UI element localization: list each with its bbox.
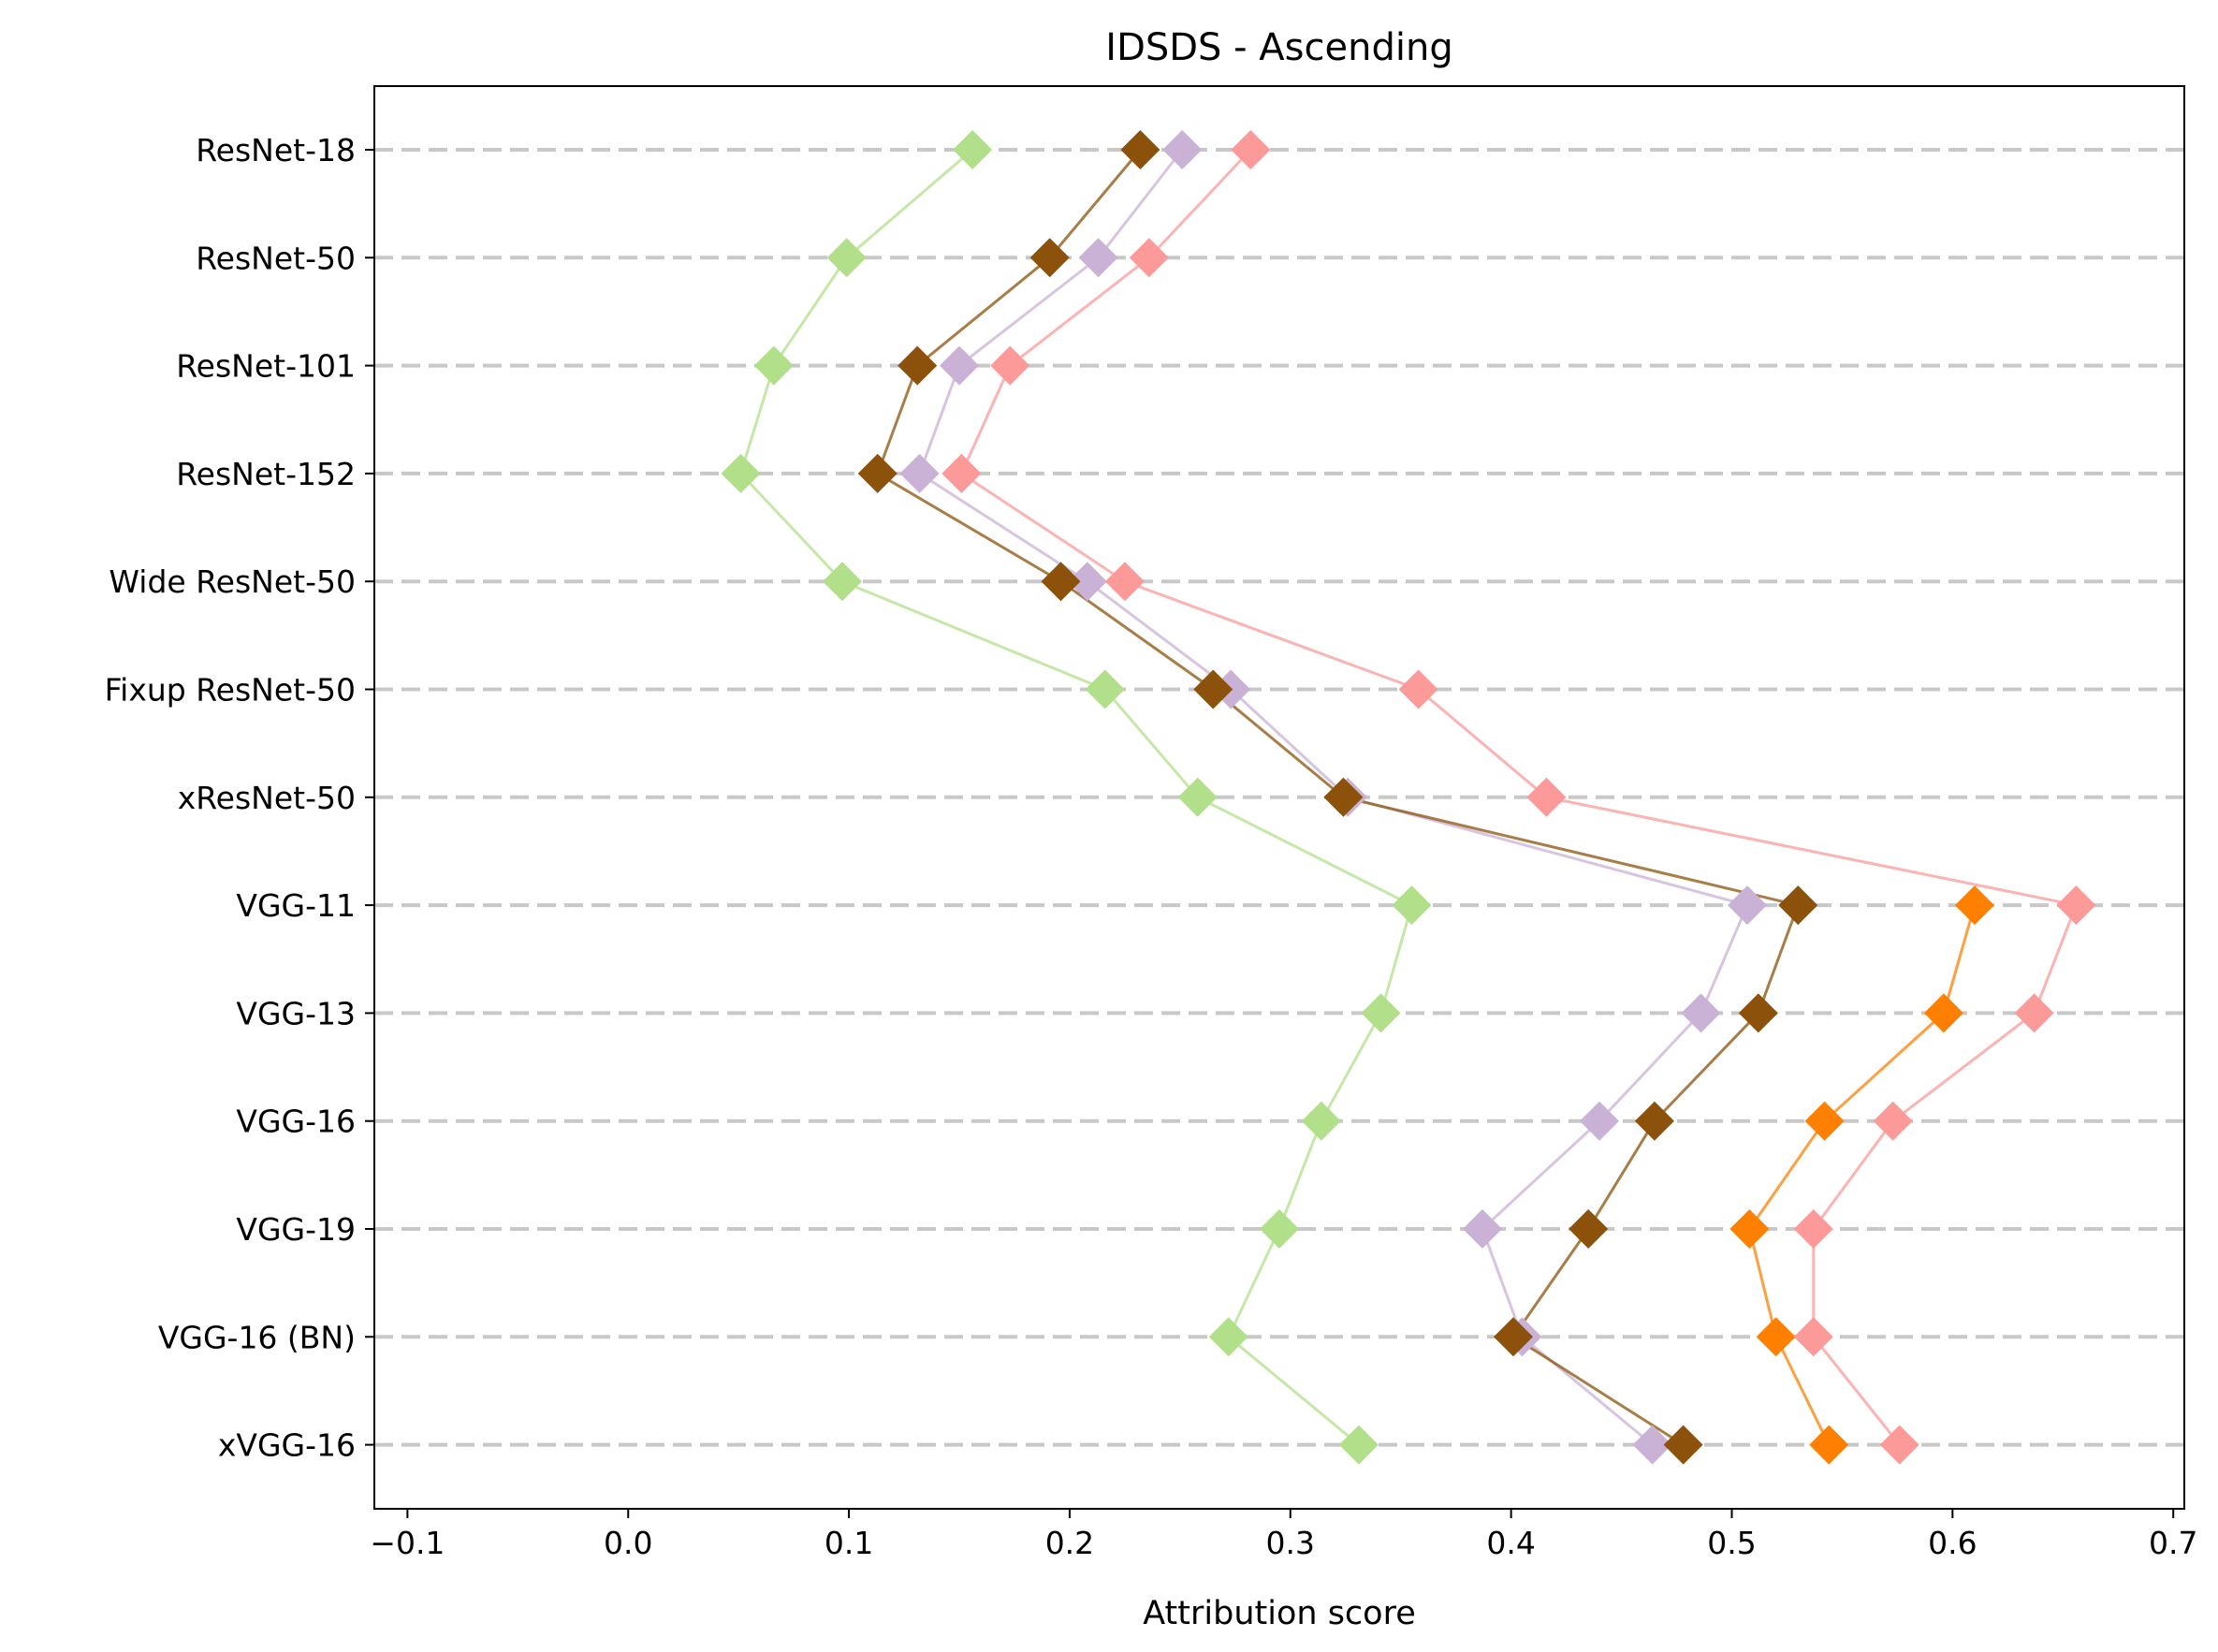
data-point [2014, 993, 2054, 1033]
data-point [1177, 777, 1218, 817]
data-point [1104, 562, 1145, 602]
data-point [1162, 130, 1203, 169]
y-tick-label: VGG-16 (BN) [158, 1319, 356, 1355]
data-point [1208, 1317, 1248, 1357]
data-point [753, 345, 794, 386]
data-point [1462, 1209, 1502, 1249]
data-point [1398, 669, 1438, 709]
data-point [1728, 885, 1768, 926]
data-point [940, 345, 980, 386]
data-point [1793, 1317, 1833, 1357]
x-tick-label: 0.3 [1266, 1525, 1315, 1561]
x-axis-label: Attribution score [1143, 1595, 1416, 1632]
data-point [1579, 1101, 1619, 1141]
data-point [1793, 1209, 1833, 1249]
x-tick-label: 0.4 [1486, 1525, 1535, 1561]
data-point [941, 453, 982, 493]
x-tick-label: 0.6 [1928, 1525, 1977, 1561]
y-tick-label: ResNet-152 [176, 456, 356, 492]
data-point [1634, 1101, 1674, 1141]
data-point [721, 453, 761, 493]
data-point [1954, 885, 1994, 926]
y-tick-label: VGG-13 [236, 995, 356, 1031]
data-point [1738, 993, 1778, 1033]
x-tick-label: 0.2 [1045, 1525, 1094, 1561]
data-point [1804, 1101, 1845, 1141]
data-point [1078, 238, 1118, 278]
y-tick-label: xVGG-16 [218, 1427, 356, 1464]
series-layer [721, 130, 2096, 1465]
data-point [1663, 1425, 1703, 1465]
data-point [1756, 1317, 1796, 1357]
y-tick-label: ResNet-50 [196, 240, 356, 276]
data-point [1361, 993, 1401, 1033]
data-point [1923, 993, 1963, 1033]
data-point [1338, 1425, 1379, 1465]
y-tick-label: ResNet-101 [176, 348, 356, 385]
data-point [1809, 1425, 1849, 1465]
data-point [899, 453, 940, 493]
data-point [1067, 562, 1107, 602]
data-point [897, 345, 938, 386]
x-tick-label: 0.1 [824, 1525, 873, 1561]
y-tick-label: Wide ResNet-50 [109, 563, 356, 600]
data-point [1260, 1209, 1299, 1249]
data-point [990, 345, 1030, 386]
data-point [1632, 1425, 1672, 1465]
data-point [953, 130, 993, 169]
data-point [826, 238, 867, 278]
data-point [857, 453, 897, 493]
x-tick-label: 0.0 [604, 1525, 652, 1561]
y-tick-label: VGG-16 [236, 1104, 356, 1140]
data-point [1193, 669, 1233, 709]
y-tick-label: ResNet-18 [196, 132, 356, 168]
y-tick-label: Fixup ResNet-50 [105, 672, 356, 709]
x-tick-label: 0.7 [2149, 1525, 2197, 1561]
series-line [1747, 904, 1977, 1446]
data-point [1494, 1317, 1534, 1357]
data-point [1778, 885, 1818, 926]
data-point [1729, 1209, 1770, 1249]
data-point [1569, 1209, 1609, 1249]
data-point [1085, 669, 1125, 709]
data-point [2056, 885, 2096, 926]
axes-layer: ResNet-18 ResNet-50 ResNet-101 ResNet-152 Wi… [105, 132, 2198, 1561]
data-point [1681, 993, 1721, 1033]
y-tick-label: VGG-11 [236, 887, 356, 924]
y-tick-label: VGG-19 [236, 1211, 356, 1248]
data-point [823, 562, 863, 602]
data-point [1879, 1425, 1919, 1465]
data-point [1231, 130, 1271, 169]
data-point [1129, 238, 1169, 278]
data-point [1526, 777, 1567, 817]
data-point [1301, 1101, 1341, 1141]
x-tick-label: −0.1 [370, 1525, 445, 1561]
data-point [1041, 562, 1081, 602]
data-point [1029, 238, 1070, 278]
data-point [1120, 130, 1160, 169]
chart-title: IDSDS - Ascending [1105, 26, 1452, 69]
x-tick-label: 0.5 [1707, 1525, 1756, 1561]
y-tick-label: xResNet-50 [178, 780, 356, 816]
data-point [1323, 777, 1364, 817]
gridlines [374, 148, 2184, 1447]
data-point [1873, 1101, 1913, 1141]
data-point [1392, 885, 1432, 926]
